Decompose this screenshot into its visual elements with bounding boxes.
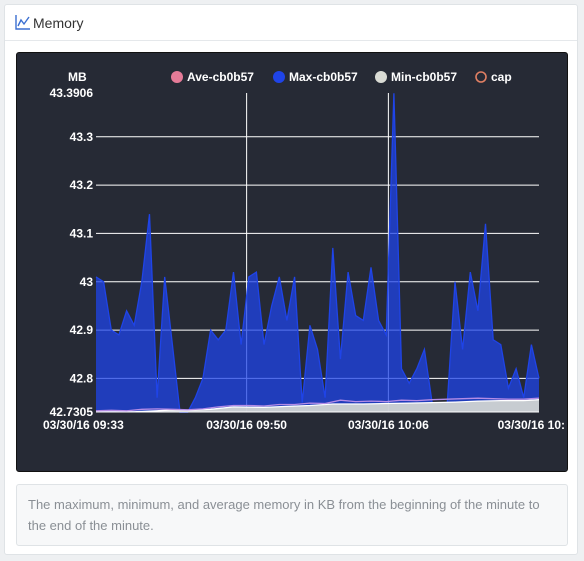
- max-series-area-stroke: [95, 93, 540, 413]
- line-chart-icon: [15, 15, 30, 30]
- y-tick-label: 43.3906: [50, 86, 94, 100]
- legend-cap-label: cap: [491, 70, 512, 84]
- legend-max-marker: [273, 71, 285, 83]
- y-tick-label: 42.8: [70, 371, 94, 385]
- max-series-area: [96, 93, 539, 413]
- panel-header: Memory: [5, 5, 577, 41]
- y-axis-unit: MB: [68, 70, 87, 84]
- panel-title: Memory: [33, 15, 84, 31]
- legend-min-marker: [375, 71, 387, 83]
- x-tick-label: 03/30/16 09:33: [43, 418, 124, 432]
- memory-chart[interactable]: 43.3906 43.3 43.2 43.1 43 42.9 42.8 42.7305 MB 03…: [16, 52, 568, 472]
- legend-ave-label: Ave-cb0b57: [187, 70, 254, 84]
- ave-series-line-stroke: [95, 397, 540, 412]
- y-tick-label: 42.7305: [50, 405, 94, 419]
- legend-cap-marker: [475, 71, 487, 83]
- y-tick-label: 43.3: [70, 130, 94, 144]
- chart-canvas[interactable]: 43.3906 43.3 43.2 43.1 43 42.9 42.8 42.7305 MB 03…: [17, 53, 568, 472]
- y-tick-label: 43: [80, 275, 94, 289]
- y-tick-label: 43.2: [70, 178, 94, 192]
- x-tick-label: 03/30/16 10:: [498, 418, 565, 432]
- legend-max-label: Max-cb0b57: [289, 70, 358, 84]
- y-tick-label: 43.1: [70, 226, 94, 240]
- legend-ave-marker: [171, 71, 183, 83]
- y-tick-label: 42.9: [70, 323, 94, 337]
- x-tick-label: 03/30/16 10:06: [348, 418, 429, 432]
- x-tick-label: 03/30/16 09:50: [206, 418, 287, 432]
- panel-description: The maximum, minimum, and average memory…: [16, 484, 568, 546]
- memory-panel: Memory 43.3906 43.3 43.2 43.1 43 42.9 42.8 42.7…: [4, 4, 578, 555]
- legend-min-label: Min-cb0b57: [391, 70, 457, 84]
